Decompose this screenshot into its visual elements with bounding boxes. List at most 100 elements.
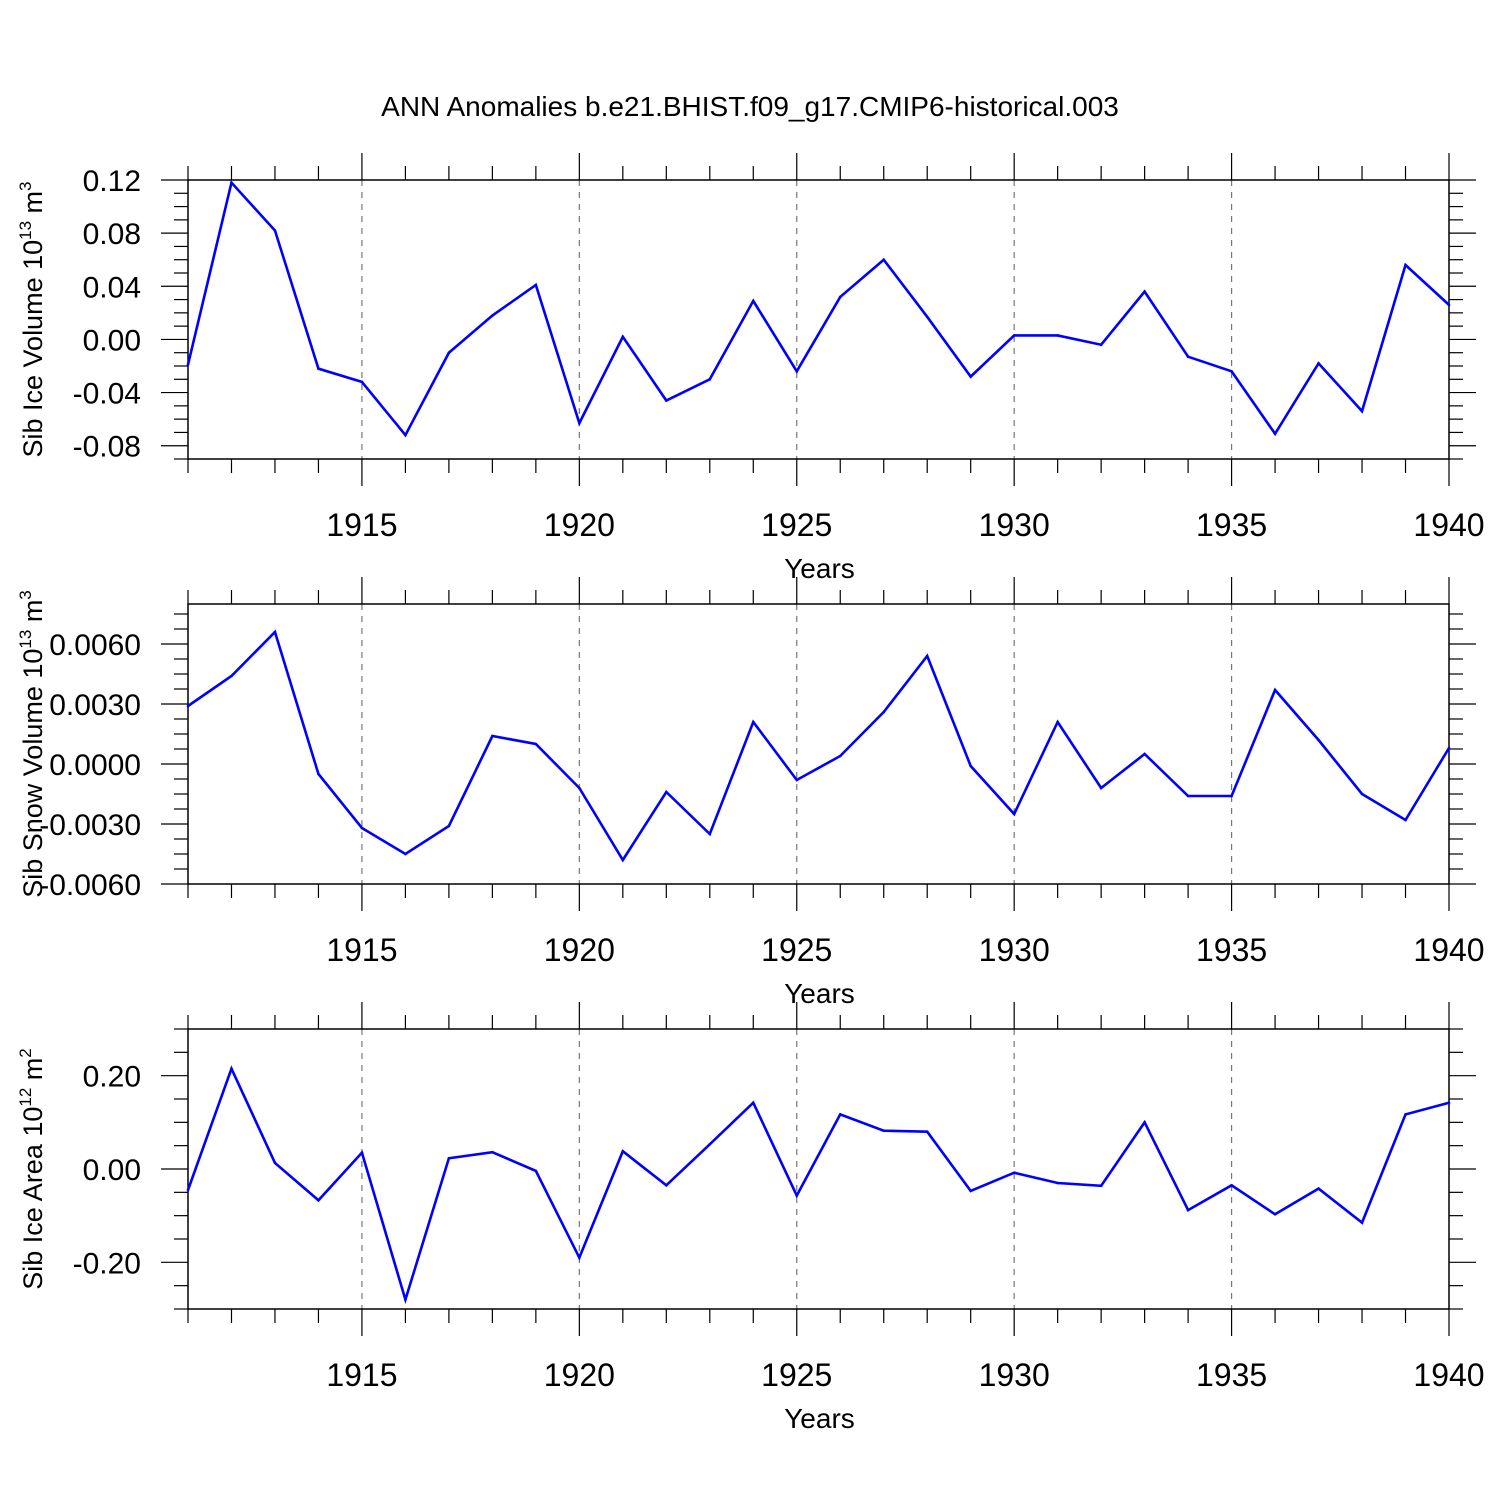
xtick-label: 1940 [1413, 507, 1484, 543]
data-point [1447, 303, 1451, 307]
data-point [969, 1189, 972, 1193]
data-point [230, 1067, 233, 1070]
data-point [838, 1113, 842, 1116]
ytick-label: 0.0000 [49, 749, 141, 782]
series-line-ice-volume [186, 179, 1450, 438]
xtick-label: 1930 [979, 507, 1050, 543]
data-point [969, 375, 972, 378]
data-point [317, 772, 320, 776]
data-point [1186, 1208, 1190, 1212]
data-point [1099, 1184, 1103, 1188]
plot-frame [187, 603, 1450, 885]
data-point [1317, 362, 1320, 365]
data-point [273, 229, 277, 232]
ytick-label: 0.20 [83, 1061, 141, 1094]
y-axis-label-unit: m [18, 1058, 48, 1088]
data-point [1360, 792, 1364, 796]
y-axis-label-exp: 12 [16, 1088, 35, 1107]
ytick-label: 0.00 [83, 1154, 141, 1187]
xtick-label: 1930 [979, 932, 1050, 968]
main-title: ANN Anomalies b.e21.BHIST.f09_g17.CMIP6-… [381, 91, 1119, 122]
data-point [1099, 786, 1103, 790]
panel-ice-area: -0.20 0.00 0.20 1915 1920 1925 1930 1935 1940 Yea… [16, 1002, 1485, 1434]
data-point [447, 351, 451, 355]
data-point [795, 1194, 799, 1197]
data-point [317, 367, 320, 370]
data-point [186, 1188, 190, 1192]
y-axis-label-base: Sib Ice Area 10 [18, 1107, 48, 1290]
ytick-label: 0.08 [83, 218, 141, 251]
data-point [1186, 355, 1190, 359]
data-point [882, 710, 886, 714]
data-point [751, 720, 755, 724]
data-point [1099, 343, 1103, 347]
data-point [230, 181, 233, 184]
xtick-label: 1925 [761, 1357, 832, 1393]
xtick-label: 1915 [326, 507, 397, 543]
series-line-ice-area [186, 1065, 1450, 1305]
data-point [751, 299, 755, 303]
data-point [795, 370, 799, 373]
tick-marks [161, 153, 1476, 486]
panel-snow-volume: -0.0060 -0.0030 0.0000 0.0030 0.0060 1915 1920… [16, 577, 1485, 1009]
data-point [534, 283, 538, 287]
data-point [578, 421, 581, 425]
data-point [447, 1156, 451, 1160]
tick-marks [161, 577, 1476, 911]
data-point [1273, 1212, 1277, 1216]
xtick-label: 1940 [1413, 1357, 1484, 1393]
data-point [1143, 1121, 1146, 1124]
y-axis-label-exp: 13 [16, 221, 35, 240]
data-point [665, 399, 668, 402]
xtick-label: 1915 [326, 1357, 397, 1393]
xtick-label: 1915 [326, 932, 397, 968]
data-point [534, 742, 538, 746]
xtick-label: 1935 [1196, 932, 1267, 968]
data-point [491, 1150, 494, 1154]
data-point [621, 858, 625, 862]
panels: -0.08 -0.04 0.00 0.04 0.08 0.12 1915 1920 1925 19… [16, 153, 1485, 1434]
data-point [665, 1184, 668, 1187]
ytick-label: -0.04 [73, 378, 141, 411]
data-point [925, 315, 929, 319]
data-point [1230, 1184, 1233, 1187]
xtick-label: 1935 [1196, 507, 1267, 543]
plot-frame [187, 179, 1450, 460]
plot-frame [187, 1028, 1450, 1310]
x-axis-label: Years [784, 978, 855, 1009]
data-point [1230, 794, 1233, 798]
data-point [795, 778, 799, 782]
data-point [1447, 1101, 1451, 1105]
data-point [708, 377, 712, 381]
xtick-label: 1925 [761, 507, 832, 543]
data-point [969, 764, 972, 768]
data-point [1143, 752, 1146, 756]
xtick-label: 1920 [544, 932, 615, 968]
data-point [186, 363, 190, 366]
data-point [1056, 720, 1059, 724]
ytick-label: 0.00 [83, 324, 141, 357]
xtick-label: 1935 [1196, 1357, 1267, 1393]
data-point [665, 790, 668, 794]
data-point [1186, 794, 1190, 798]
data-point [1012, 812, 1016, 816]
data-point [751, 1101, 755, 1105]
ytick-label: 0.12 [83, 165, 141, 198]
data-point [1012, 334, 1016, 337]
data-point [1360, 1221, 1364, 1224]
data-point [1012, 1171, 1016, 1175]
tick-marks [161, 1002, 1476, 1336]
y-axis-label-unit-exp: 2 [16, 1048, 35, 1057]
data-point [1360, 409, 1364, 413]
y-axis-label-base: Sib Ice Volume 10 [18, 240, 48, 458]
data-point [360, 1151, 364, 1154]
data-point [925, 1130, 929, 1133]
data-point [1056, 334, 1059, 337]
data-point [360, 380, 364, 384]
ytick-label: -0.08 [73, 431, 141, 464]
y-axis-label: Sib Ice Area 1012 m2 [16, 1048, 48, 1290]
data-point [447, 824, 451, 828]
data-point [1447, 746, 1451, 750]
data-point [1230, 370, 1233, 373]
